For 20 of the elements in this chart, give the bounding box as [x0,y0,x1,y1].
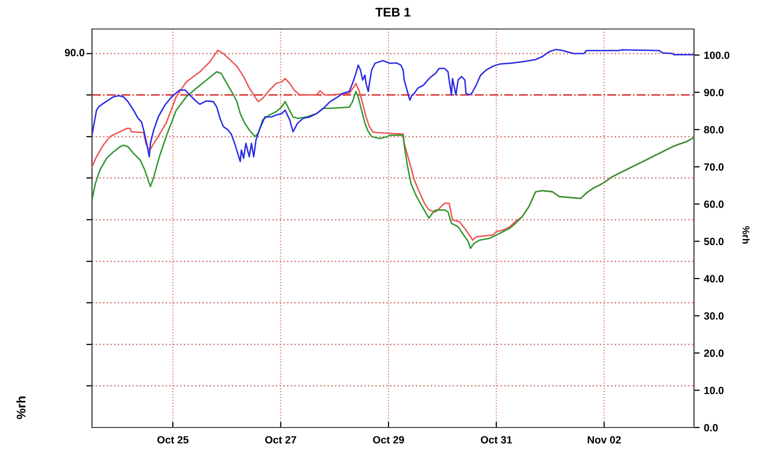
y2-tick-label: 60.0 [704,200,724,208]
y2-tick-label: 50.0 [704,238,724,246]
x-tick-label: Nov 02 [588,436,621,444]
text: %rh [16,396,26,420]
x-tick-label: Oct 31 [480,436,512,444]
chart-title: TEB 1 [375,8,410,16]
y2-tick-label: 0.0 [704,424,718,432]
y2-tick-label: 30.0 [704,312,724,320]
x-tick-label: Oct 27 [265,436,296,444]
y2-tick-label: 100.0 [704,52,730,59]
x-tick-label: Oct 25 [157,436,188,444]
y2-tick-label: 80.0 [704,126,724,134]
y2-axis-title: %rh [742,226,750,244]
y2-tick-label: 20.0 [704,350,724,357]
x-tick-label: Oct 29 [373,436,404,444]
y2-tick-label: 10.0 [704,386,724,394]
text: 90.0 [64,48,84,56]
y2-tick-label: 90.0 [704,88,724,96]
y2-tick-label: 40.0 [704,275,724,282]
y2-tick-label: 70.0 [704,163,724,171]
